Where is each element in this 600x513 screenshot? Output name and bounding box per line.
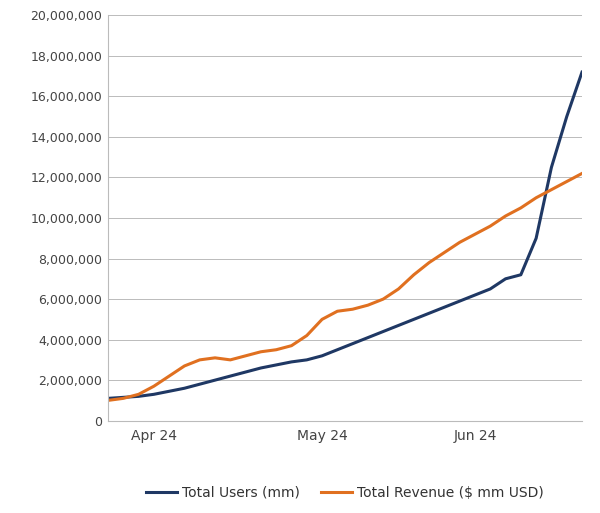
Total Users (mm) bbox=[150, 391, 157, 398]
Total Users (mm) bbox=[578, 69, 586, 75]
Total Users (mm) bbox=[211, 377, 218, 383]
Total Users (mm) bbox=[272, 362, 280, 368]
Total Revenue ($ mm USD) bbox=[441, 249, 448, 255]
Total Users (mm) bbox=[517, 272, 524, 278]
Total Users (mm) bbox=[227, 373, 234, 379]
Total Users (mm) bbox=[456, 298, 463, 304]
Total Users (mm) bbox=[548, 164, 555, 170]
Total Users (mm) bbox=[410, 316, 418, 323]
Total Users (mm) bbox=[166, 388, 173, 394]
Total Revenue ($ mm USD) bbox=[119, 396, 127, 402]
Line: Total Users (mm): Total Users (mm) bbox=[108, 72, 582, 399]
Total Users (mm) bbox=[349, 341, 356, 347]
Total Revenue ($ mm USD) bbox=[502, 213, 509, 219]
Total Users (mm) bbox=[425, 310, 433, 317]
Total Users (mm) bbox=[303, 357, 310, 363]
Total Revenue ($ mm USD) bbox=[166, 373, 173, 379]
Total Users (mm) bbox=[395, 322, 402, 328]
Total Revenue ($ mm USD) bbox=[456, 239, 463, 245]
Total Users (mm) bbox=[472, 292, 479, 298]
Total Users (mm) bbox=[364, 334, 371, 341]
Total Revenue ($ mm USD) bbox=[563, 179, 571, 185]
Total Users (mm) bbox=[487, 286, 494, 292]
Total Revenue ($ mm USD) bbox=[349, 306, 356, 312]
Total Users (mm) bbox=[135, 393, 142, 400]
Total Revenue ($ mm USD) bbox=[487, 223, 494, 229]
Total Revenue ($ mm USD) bbox=[242, 353, 249, 359]
Total Users (mm) bbox=[533, 235, 540, 242]
Total Revenue ($ mm USD) bbox=[533, 195, 540, 201]
Total Revenue ($ mm USD) bbox=[334, 308, 341, 314]
Total Users (mm) bbox=[119, 394, 127, 401]
Total Users (mm) bbox=[380, 328, 387, 334]
Total Revenue ($ mm USD) bbox=[288, 343, 295, 349]
Total Revenue ($ mm USD) bbox=[395, 286, 402, 292]
Total Revenue ($ mm USD) bbox=[319, 316, 326, 323]
Total Users (mm) bbox=[196, 381, 203, 387]
Total Revenue ($ mm USD) bbox=[517, 205, 524, 211]
Total Revenue ($ mm USD) bbox=[548, 187, 555, 193]
Total Users (mm) bbox=[441, 304, 448, 310]
Total Users (mm) bbox=[502, 276, 509, 282]
Total Users (mm) bbox=[242, 369, 249, 375]
Total Revenue ($ mm USD) bbox=[211, 355, 218, 361]
Total Revenue ($ mm USD) bbox=[150, 383, 157, 389]
Total Revenue ($ mm USD) bbox=[425, 260, 433, 266]
Total Users (mm) bbox=[288, 359, 295, 365]
Total Revenue ($ mm USD) bbox=[272, 347, 280, 353]
Total Users (mm) bbox=[334, 347, 341, 353]
Total Revenue ($ mm USD) bbox=[196, 357, 203, 363]
Total Revenue ($ mm USD) bbox=[472, 231, 479, 238]
Total Revenue ($ mm USD) bbox=[303, 332, 310, 339]
Total Revenue ($ mm USD) bbox=[181, 363, 188, 369]
Total Revenue ($ mm USD) bbox=[578, 170, 586, 176]
Line: Total Revenue ($ mm USD): Total Revenue ($ mm USD) bbox=[108, 173, 582, 401]
Total Revenue ($ mm USD) bbox=[364, 302, 371, 308]
Total Revenue ($ mm USD) bbox=[227, 357, 234, 363]
Total Users (mm) bbox=[563, 114, 571, 120]
Total Revenue ($ mm USD) bbox=[380, 296, 387, 302]
Total Revenue ($ mm USD) bbox=[257, 349, 265, 355]
Total Revenue ($ mm USD) bbox=[410, 272, 418, 278]
Total Revenue ($ mm USD) bbox=[104, 398, 112, 404]
Total Revenue ($ mm USD) bbox=[135, 391, 142, 398]
Total Users (mm) bbox=[319, 353, 326, 359]
Total Users (mm) bbox=[104, 396, 112, 402]
Legend: Total Users (mm), Total Revenue ($ mm USD): Total Users (mm), Total Revenue ($ mm US… bbox=[140, 480, 550, 505]
Total Users (mm) bbox=[181, 385, 188, 391]
Total Users (mm) bbox=[257, 365, 265, 371]
